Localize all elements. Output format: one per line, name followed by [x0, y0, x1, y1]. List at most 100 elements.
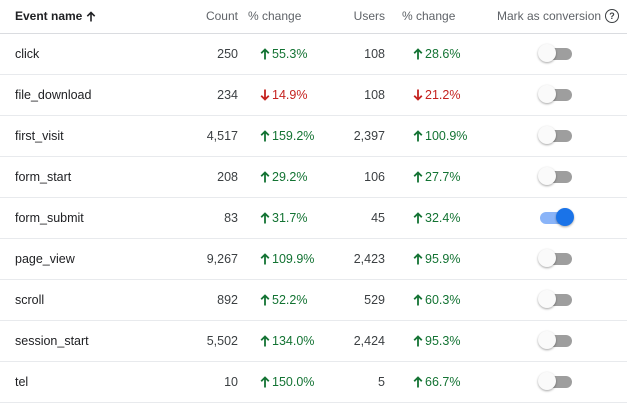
- count-change-value: 109.9%: [272, 252, 314, 266]
- event-name[interactable]: file_download: [15, 88, 91, 102]
- table-row: scroll 892 52.2% 529 60.3%: [0, 280, 627, 321]
- count-change-value: 134.0%: [272, 334, 314, 348]
- conversion-toggle[interactable]: [538, 251, 574, 267]
- users-change-value: 95.9%: [425, 252, 460, 266]
- user-count: 108: [364, 47, 385, 61]
- users-change-value: 32.4%: [425, 211, 460, 225]
- event-name[interactable]: session_start: [15, 334, 89, 348]
- arrow-up-icon: [413, 294, 423, 306]
- conversion-toggle[interactable]: [538, 210, 574, 226]
- conversion-toggle[interactable]: [538, 128, 574, 144]
- event-name[interactable]: form_submit: [15, 211, 84, 225]
- arrow-down-icon: [413, 89, 423, 101]
- table-row: click 250 55.3% 108 28.6%: [0, 34, 627, 75]
- arrow-down-icon: [260, 89, 270, 101]
- arrow-up-icon: [260, 48, 270, 60]
- event-count: 892: [217, 293, 238, 307]
- count-change-value: 52.2%: [272, 293, 307, 307]
- event-name[interactable]: first_visit: [15, 129, 64, 143]
- user-count: 2,397: [354, 129, 385, 143]
- table-row: form_start 208 29.2% 106 27.7%: [0, 157, 627, 198]
- count-change: 150.0%: [260, 375, 314, 389]
- users-change: 60.3%: [413, 293, 460, 307]
- arrow-up-icon: [86, 11, 96, 22]
- arrow-up-icon: [260, 171, 270, 183]
- users-change-value: 66.7%: [425, 375, 460, 389]
- arrow-up-icon: [413, 253, 423, 265]
- user-count: 529: [364, 293, 385, 307]
- toggle-knob: [538, 44, 556, 62]
- count-change: 52.2%: [260, 293, 307, 307]
- arrow-up-icon: [260, 335, 270, 347]
- arrow-up-icon: [413, 212, 423, 224]
- users-change-value: 21.2%: [425, 88, 460, 102]
- count-change-value: 150.0%: [272, 375, 314, 389]
- event-count: 5,502: [207, 334, 238, 348]
- table-row: session_start 5,502 134.0% 2,424 95.3%: [0, 321, 627, 362]
- users-column-header[interactable]: Users: [354, 9, 385, 23]
- event-name[interactable]: scroll: [15, 293, 44, 307]
- count-change-value: 31.7%: [272, 211, 307, 225]
- users-change: 66.7%: [413, 375, 460, 389]
- users-change: 95.9%: [413, 252, 460, 266]
- table-body: click 250 55.3% 108 28.6% file_download 234 14.…: [0, 34, 627, 403]
- user-count: 2,424: [354, 334, 385, 348]
- event-name[interactable]: tel: [15, 375, 28, 389]
- arrow-up-icon: [260, 376, 270, 388]
- arrow-up-icon: [260, 212, 270, 224]
- count-change-value: 159.2%: [272, 129, 314, 143]
- event-name[interactable]: click: [15, 47, 39, 61]
- conversion-toggle[interactable]: [538, 87, 574, 103]
- count-change: 159.2%: [260, 129, 314, 143]
- count-change: 14.9%: [260, 88, 307, 102]
- users-change: 95.3%: [413, 334, 460, 348]
- arrow-up-icon: [413, 48, 423, 60]
- conversion-toggle[interactable]: [538, 46, 574, 62]
- table-row: form_submit 83 31.7% 45 32.4%: [0, 198, 627, 239]
- arrow-up-icon: [260, 294, 270, 306]
- event-count: 10: [224, 375, 238, 389]
- toggle-knob: [538, 290, 556, 308]
- count-change: 29.2%: [260, 170, 307, 184]
- users-change-value: 28.6%: [425, 47, 460, 61]
- count-change: 31.7%: [260, 211, 307, 225]
- toggle-knob: [538, 331, 556, 349]
- count-change: 134.0%: [260, 334, 314, 348]
- event-name[interactable]: form_start: [15, 170, 71, 184]
- conversion-toggle[interactable]: [538, 169, 574, 185]
- toggle-knob: [556, 208, 574, 226]
- toggle-knob: [538, 249, 556, 267]
- event-count: 234: [217, 88, 238, 102]
- event-name-header-label: Event name: [15, 9, 82, 23]
- users-change: 100.9%: [413, 129, 467, 143]
- event-count: 9,267: [207, 252, 238, 266]
- count-column-header[interactable]: Count: [206, 9, 238, 23]
- event-name[interactable]: page_view: [15, 252, 75, 266]
- conversion-column-header: Mark as conversion ?: [497, 9, 619, 23]
- conversion-toggle[interactable]: [538, 333, 574, 349]
- users-change-column-header[interactable]: % change: [402, 9, 455, 23]
- table-header: Event name Count % change Users % change…: [0, 0, 627, 34]
- conversion-toggle[interactable]: [538, 374, 574, 390]
- users-change-value: 27.7%: [425, 170, 460, 184]
- user-count: 45: [371, 211, 385, 225]
- users-change: 32.4%: [413, 211, 460, 225]
- toggle-knob: [538, 372, 556, 390]
- users-change-value: 60.3%: [425, 293, 460, 307]
- users-change: 21.2%: [413, 88, 460, 102]
- conversion-header-label: Mark as conversion: [497, 9, 601, 23]
- users-change: 27.7%: [413, 170, 460, 184]
- table-row: page_view 9,267 109.9% 2,423 95.9%: [0, 239, 627, 280]
- user-count: 108: [364, 88, 385, 102]
- user-count: 106: [364, 170, 385, 184]
- count-change-column-header[interactable]: % change: [248, 9, 301, 23]
- count-change: 55.3%: [260, 47, 307, 61]
- user-count: 2,423: [354, 252, 385, 266]
- count-change-value: 29.2%: [272, 170, 307, 184]
- table-row: tel 10 150.0% 5 66.7%: [0, 362, 627, 403]
- help-icon[interactable]: ?: [605, 9, 619, 23]
- event-name-column-header[interactable]: Event name: [15, 9, 96, 23]
- conversion-toggle[interactable]: [538, 292, 574, 308]
- user-count: 5: [378, 375, 385, 389]
